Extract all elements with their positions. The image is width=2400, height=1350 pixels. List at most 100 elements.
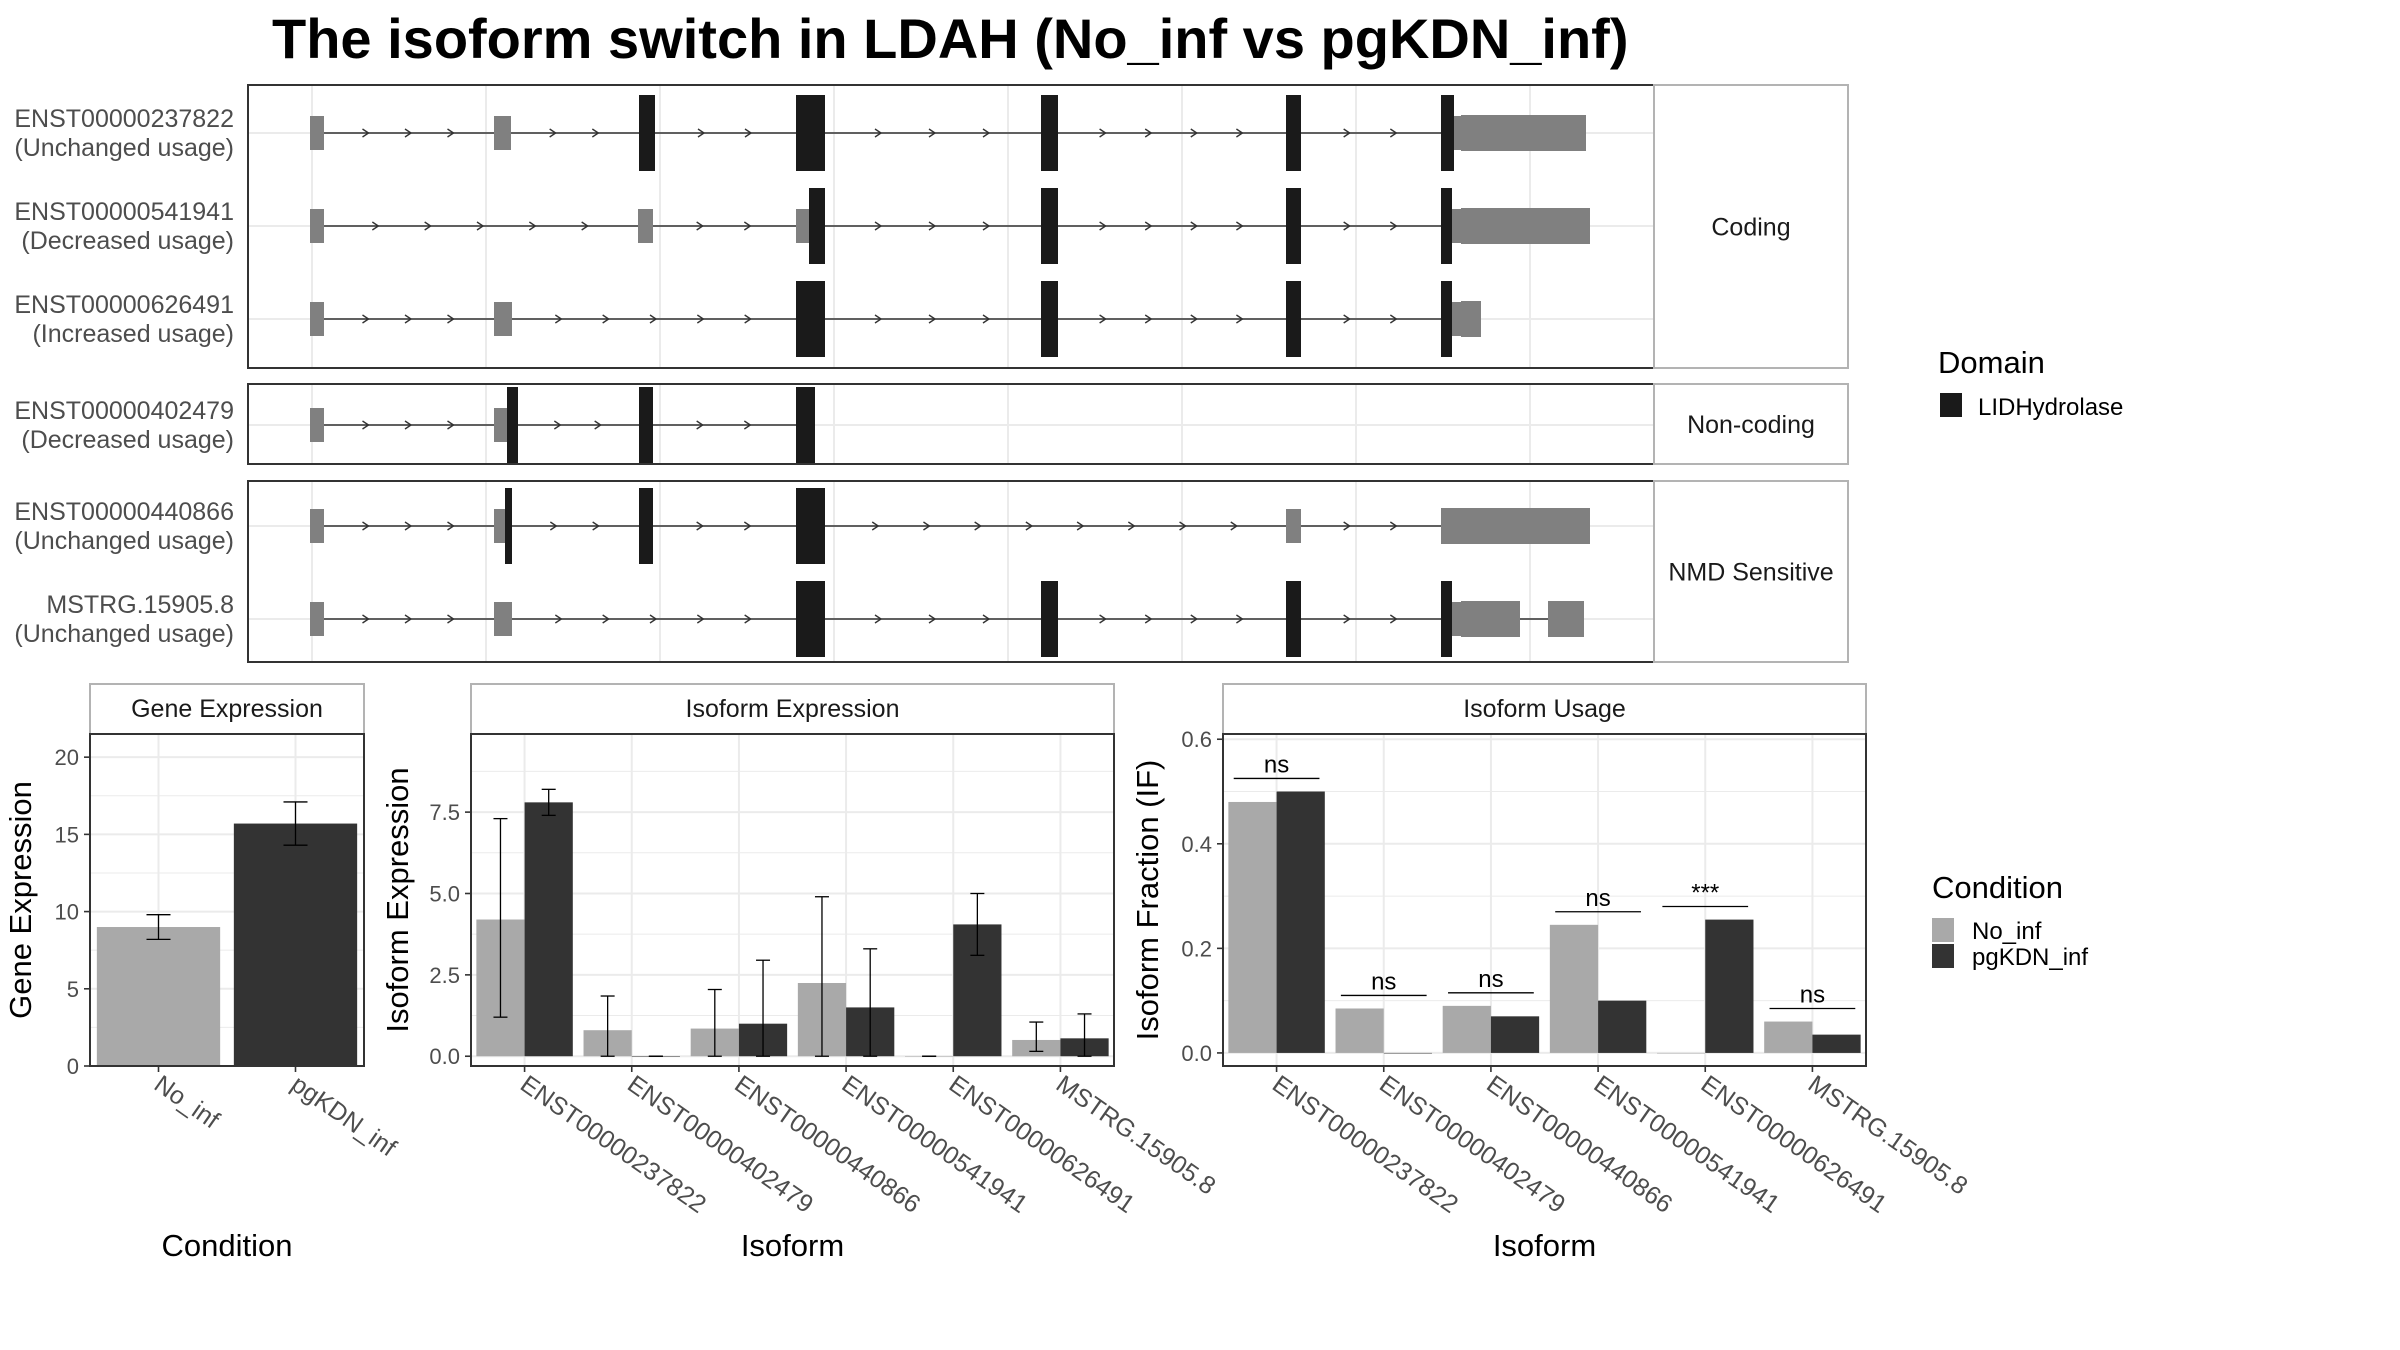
- intron-arrow: [974, 521, 982, 531]
- intron-arrow: [743, 521, 752, 531]
- intron-arrow: [982, 128, 991, 138]
- intron-arrow: [362, 420, 370, 430]
- intron-arrow: [744, 614, 752, 624]
- intron-arrow: [928, 314, 937, 324]
- isoform-usage-bar-no-inf-enst00000626491: [1657, 1052, 1706, 1054]
- intron-arrow: [1179, 521, 1187, 531]
- domain-exon: [639, 488, 653, 564]
- intron-arrow: [362, 521, 370, 531]
- intron-arrow: [602, 614, 610, 624]
- gene-expression-ytick-label: 5: [67, 977, 79, 1002]
- intron-arrow: [1389, 614, 1398, 624]
- intron-arrow: [1190, 614, 1199, 624]
- exon: [1454, 116, 1461, 150]
- gene-expression-chart: Gene Expression 0 5 10 15 20 No_inf pgKDN_inf Co…: [3, 683, 401, 1263]
- domain-legend: Domain LIDHydrolase: [1938, 345, 2123, 421]
- isoform-usage-xtick-label-enst00000626491: ENST00000626491: [1696, 1070, 1892, 1219]
- intron-arrow: [1389, 221, 1398, 231]
- isoform-label-enst00000626491: ENST00000626491: [14, 291, 234, 319]
- domain-exon: [1041, 188, 1058, 264]
- intron-arrow: [696, 614, 705, 624]
- domain-exon: [796, 581, 825, 657]
- domain-exon: [796, 281, 825, 357]
- gene-expression-xtick-label-pgkdn-inf: pgKDN_inf: [286, 1070, 401, 1162]
- gene-expression-bar-no-inf: [96, 927, 221, 1066]
- exon: [494, 408, 507, 442]
- legend-label-lidhydrolase: LIDHydrolase: [1978, 394, 2123, 421]
- intron-arrow: [696, 420, 704, 430]
- intron-arrow: [404, 614, 413, 624]
- intron-arrow: [1099, 128, 1107, 138]
- isoform-usage-sig-label: ns: [1800, 981, 1825, 1008]
- exon: [310, 509, 324, 543]
- intron-arrow: [696, 314, 705, 324]
- intron-arrow: [549, 521, 558, 531]
- domain-legend-title: Domain: [1938, 345, 2045, 380]
- isoform-expression-xtick-label-enst00000626491: ENST00000626491: [944, 1070, 1140, 1219]
- isoform-usage-enst00000440866: (Unchanged usage): [14, 527, 234, 555]
- isoform-usage-sig-label: ns: [1585, 885, 1610, 912]
- intron-arrow: [923, 521, 931, 531]
- exon: [310, 116, 324, 150]
- intron-arrow: [404, 314, 413, 324]
- intron-arrow: [928, 221, 937, 231]
- intron-arrow: [1099, 314, 1107, 324]
- isoform-usage-ytick-label: 0.0: [1181, 1041, 1212, 1066]
- exon: [1461, 601, 1520, 637]
- isoform-usage-enst00000402479: (Decreased usage): [21, 426, 234, 454]
- isoform-usage-enst00000541941: (Decreased usage): [21, 227, 234, 255]
- intron-arrow: [1076, 521, 1085, 531]
- isoform-usage-ytick-label: 0.2: [1181, 936, 1212, 961]
- gene-expression-ytick-label: 20: [55, 745, 79, 770]
- intron-arrow: [1144, 221, 1153, 231]
- intron-arrow: [404, 521, 413, 531]
- intron-arrow: [553, 420, 562, 430]
- domain-exon: [1441, 281, 1452, 357]
- intron-arrow: [1236, 614, 1244, 624]
- domain-exon: [1286, 95, 1301, 171]
- intron-arrow: [594, 420, 602, 430]
- isoform-expression-ytick-label: 7.5: [429, 800, 460, 825]
- exon: [494, 116, 511, 150]
- intron-arrow: [1343, 128, 1351, 138]
- isoform-usage-bar-no-inf-enst00000402479: [1335, 1008, 1384, 1053]
- isoform-label-enst00000440866: ENST00000440866: [14, 498, 234, 526]
- isoform-expression-xtick-label-enst00000237822: ENST00000237822: [515, 1070, 711, 1219]
- gene-expression-bar-pgkdn-inf: [233, 823, 358, 1066]
- isoform-usage-bar-pgkdn-inf-enst00000626491: [1705, 919, 1754, 1053]
- isoform-usage-bar-pgkdn-inf-enst00000541941: [1598, 1000, 1647, 1053]
- exon: [310, 602, 324, 636]
- intron-arrow: [447, 420, 455, 430]
- intron-arrow: [1343, 314, 1351, 324]
- domain-exon: [796, 387, 815, 463]
- isoform-usage-bar-no-inf-enst00000541941: [1549, 924, 1599, 1053]
- domain-exon: [1041, 581, 1058, 657]
- exon: [310, 302, 324, 336]
- isoform-usage-bar-pgkdn-inf-enst00000440866: [1490, 1016, 1540, 1053]
- intron-arrow: [743, 420, 752, 430]
- intron-arrow: [591, 128, 600, 138]
- domain-exon: [1286, 281, 1301, 357]
- isoform-usage-sig-label: ns: [1264, 751, 1289, 778]
- intron-arrow: [1144, 314, 1153, 324]
- isoform-usage-enst00000237822: (Unchanged usage): [14, 134, 234, 162]
- isoform-usage-xtick-label-enst00000237822: ENST00000237822: [1267, 1070, 1463, 1219]
- strip-nmd-sensitive: [1653, 480, 1849, 663]
- legend-label-pgkdn-inf: pgKDN_inf: [1972, 944, 2088, 971]
- isoform-expression-strip-title: Isoform Expression: [686, 695, 900, 723]
- strip-label-nmd-sensitive: NMD Sensitive: [1668, 559, 1833, 587]
- strip-label-coding: Coding: [1711, 214, 1790, 242]
- intron-arrow: [1025, 521, 1034, 531]
- intron-arrow: [1099, 221, 1107, 231]
- legend-key-pgkdn-inf: [1932, 944, 1954, 968]
- intron-arrow: [744, 128, 753, 138]
- intron-arrow: [1343, 521, 1351, 531]
- isoform-expression-panel-border: [470, 733, 1115, 1067]
- intron-arrow: [982, 314, 991, 324]
- isoform-usage-y-axis-title: Isoform Fraction (IF): [1130, 760, 1165, 1041]
- intron-arrow: [696, 521, 704, 531]
- intron-arrow: [592, 521, 600, 531]
- intron-arrow: [1389, 314, 1398, 324]
- domain-exon: [1041, 95, 1058, 171]
- intron-arrow: [1190, 221, 1199, 231]
